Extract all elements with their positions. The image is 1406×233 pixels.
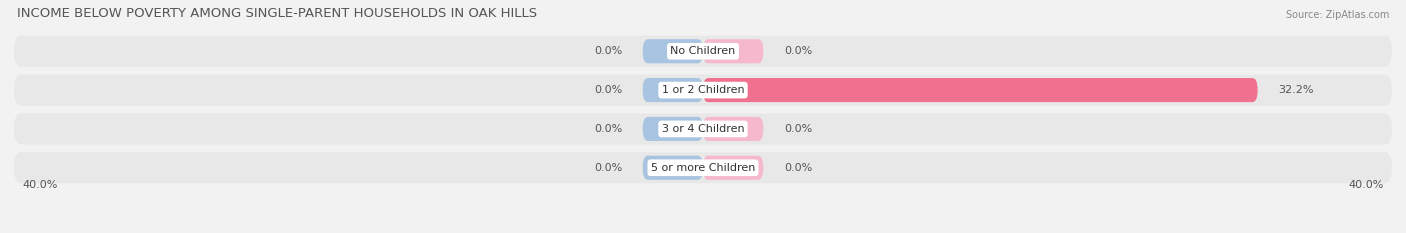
Text: 0.0%: 0.0% (785, 124, 813, 134)
Text: 0.0%: 0.0% (785, 163, 813, 173)
FancyBboxPatch shape (643, 156, 703, 180)
Text: 0.0%: 0.0% (593, 46, 621, 56)
FancyBboxPatch shape (14, 75, 1392, 106)
Text: 1 or 2 Children: 1 or 2 Children (662, 85, 744, 95)
Text: 0.0%: 0.0% (593, 163, 621, 173)
Text: 0.0%: 0.0% (593, 85, 621, 95)
Text: 0.0%: 0.0% (593, 124, 621, 134)
Text: 40.0%: 40.0% (22, 180, 58, 190)
FancyBboxPatch shape (643, 78, 703, 102)
Text: INCOME BELOW POVERTY AMONG SINGLE-PARENT HOUSEHOLDS IN OAK HILLS: INCOME BELOW POVERTY AMONG SINGLE-PARENT… (17, 7, 537, 20)
Text: 3 or 4 Children: 3 or 4 Children (662, 124, 744, 134)
Text: 32.2%: 32.2% (1278, 85, 1313, 95)
Text: 0.0%: 0.0% (785, 46, 813, 56)
FancyBboxPatch shape (703, 39, 763, 63)
Legend: Single Father, Single Mother: Single Father, Single Mother (599, 228, 807, 233)
FancyBboxPatch shape (14, 36, 1392, 67)
Text: No Children: No Children (671, 46, 735, 56)
Text: 5 or more Children: 5 or more Children (651, 163, 755, 173)
FancyBboxPatch shape (703, 117, 763, 141)
Text: 40.0%: 40.0% (1348, 180, 1384, 190)
FancyBboxPatch shape (643, 39, 703, 63)
FancyBboxPatch shape (643, 117, 703, 141)
FancyBboxPatch shape (14, 113, 1392, 144)
FancyBboxPatch shape (703, 78, 1257, 102)
FancyBboxPatch shape (703, 156, 763, 180)
Text: Source: ZipAtlas.com: Source: ZipAtlas.com (1286, 10, 1389, 20)
FancyBboxPatch shape (14, 152, 1392, 183)
